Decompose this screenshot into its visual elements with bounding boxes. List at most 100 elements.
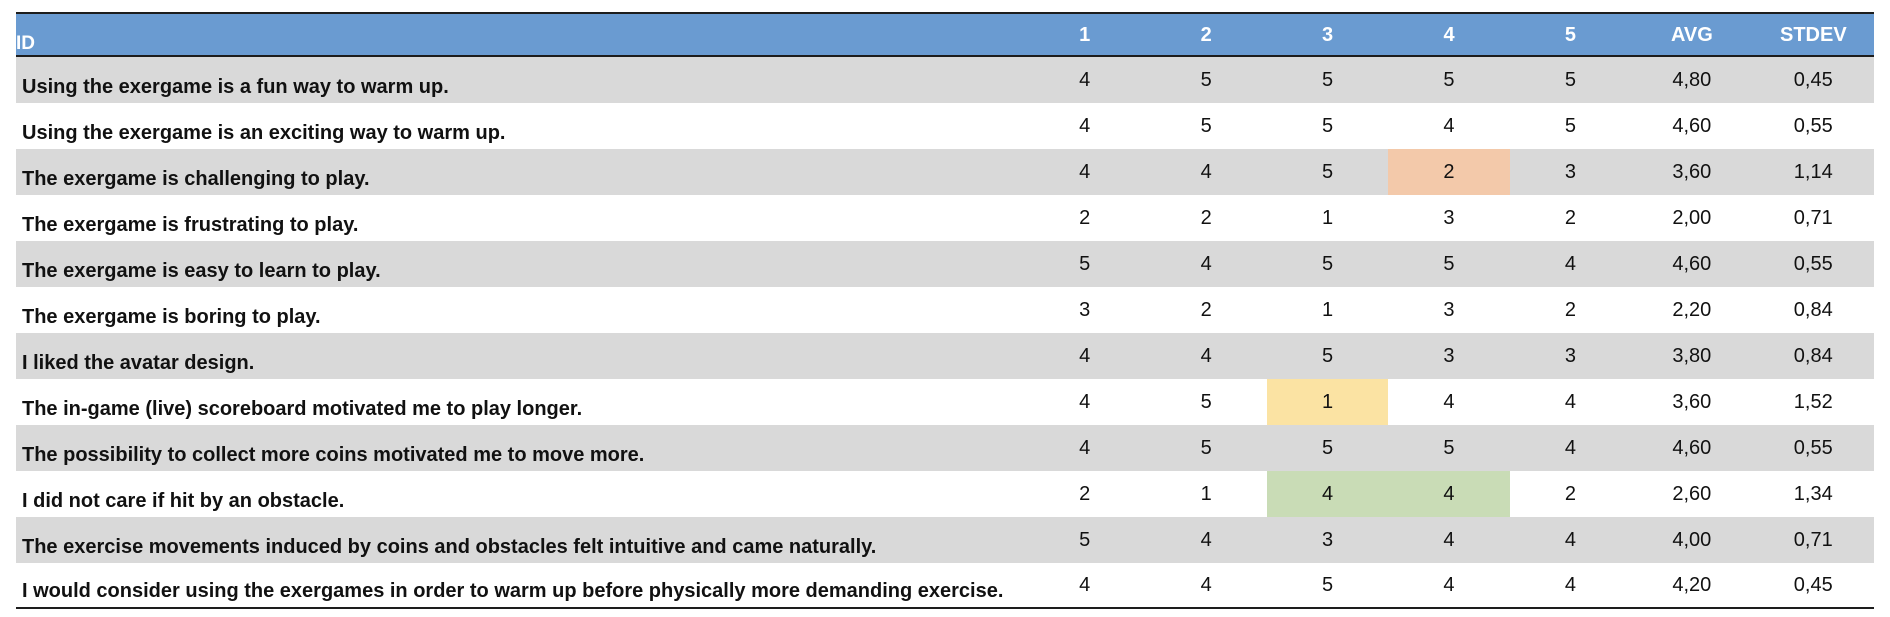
score-cell-3: 5 — [1322, 573, 1334, 596]
stdev-cell: 1,52 — [1793, 390, 1833, 413]
header-stdev: STDEV — [1779, 24, 1847, 46]
avg-cell: 3,60 — [1672, 390, 1712, 413]
header-score-1: 1 — [1079, 24, 1091, 46]
table-body: Using the exergame is a fun way to warm … — [16, 57, 1874, 609]
score-cell-4: 3 — [1443, 344, 1455, 367]
score-cell-1: 3 — [1079, 298, 1091, 321]
score-cell-5: 3 — [1564, 160, 1576, 183]
avg-cell: 4,60 — [1672, 252, 1712, 275]
score-cell-5: 5 — [1564, 68, 1576, 91]
avg-cell: 2,00 — [1672, 206, 1712, 229]
score-cell-3: 5 — [1322, 252, 1334, 275]
score-cell-4: 2 — [1388, 149, 1510, 195]
row-statement: I liked the avatar design. — [22, 352, 255, 374]
score-cell-5: 3 — [1564, 344, 1576, 367]
row-statement: I did not care if hit by an obstacle. — [22, 490, 345, 512]
avg-cell: 3,60 — [1672, 160, 1712, 183]
score-cell-2: 5 — [1200, 436, 1212, 459]
score-cell-2: 5 — [1200, 68, 1212, 91]
row-statement: The in-game (live) scoreboard motivated … — [22, 398, 583, 420]
table-row: The exergame is frustrating to play. 2 2 1 3… — [16, 195, 1874, 241]
score-cell-2: 1 — [1200, 482, 1212, 505]
score-cell-2: 4 — [1200, 252, 1212, 275]
stdev-cell: 0,84 — [1793, 298, 1833, 321]
score-cell-5: 4 — [1564, 528, 1576, 551]
score-cell-5: 4 — [1564, 573, 1576, 596]
row-statement: Using the exergame is an exciting way to… — [22, 122, 506, 144]
score-cell-1: 4 — [1079, 573, 1091, 596]
header-id: ID — [16, 33, 35, 54]
score-cell-4: 4 — [1443, 573, 1455, 596]
score-cell-4: 4 — [1443, 114, 1455, 137]
stdev-cell: 0,71 — [1793, 528, 1833, 551]
row-statement: The possibility to collect more coins mo… — [22, 444, 645, 466]
score-cell-1: 4 — [1079, 160, 1091, 183]
score-cell-2: 4 — [1200, 160, 1212, 183]
score-cell-3: 5 — [1322, 436, 1334, 459]
score-cell-3: 1 — [1322, 298, 1334, 321]
table-row: The exergame is boring to play. 3 2 1 3 2 2,20… — [16, 287, 1874, 333]
score-cell-1: 2 — [1079, 482, 1091, 505]
header-score-3: 3 — [1322, 24, 1334, 46]
score-cell-1: 4 — [1079, 390, 1091, 413]
score-cell-5: 4 — [1564, 390, 1576, 413]
table-header-row: ID 1 2 3 4 5 AVG STDEV — [16, 12, 1874, 57]
table-row: Using the exergame is a fun way to warm … — [16, 57, 1874, 103]
stdev-cell: 0,84 — [1793, 344, 1833, 367]
stdev-cell: 0,45 — [1793, 68, 1833, 91]
score-cell-4: 4 — [1443, 528, 1455, 551]
header-score-4: 4 — [1443, 24, 1455, 46]
table-row: The exergame is easy to learn to play. 5 4… — [16, 241, 1874, 287]
avg-cell: 2,20 — [1672, 298, 1712, 321]
row-statement: I would consider using the exergames in … — [22, 580, 1004, 602]
header-score-2: 2 — [1200, 24, 1212, 46]
score-cell-2: 4 — [1200, 573, 1212, 596]
stdev-cell: 0,71 — [1793, 206, 1833, 229]
score-cell-3: 5 — [1322, 344, 1334, 367]
row-statement: The exergame is easy to learn to play. — [22, 260, 381, 282]
score-cell-5: 2 — [1564, 206, 1576, 229]
score-cell-1: 5 — [1079, 528, 1091, 551]
score-cell-5: 2 — [1564, 298, 1576, 321]
score-cell-5: 5 — [1564, 114, 1576, 137]
avg-cell: 4,60 — [1672, 436, 1712, 459]
stdev-cell: 0,55 — [1793, 436, 1833, 459]
score-cell-2: 2 — [1200, 298, 1212, 321]
score-cell-4: 5 — [1443, 68, 1455, 91]
table-row: The exergame is challenging to play. 4 4 5 2… — [16, 149, 1874, 195]
score-cell-4: 4 — [1388, 471, 1510, 517]
score-cell-2: 5 — [1200, 114, 1212, 137]
score-cell-3: 5 — [1322, 160, 1334, 183]
row-statement: The exergame is challenging to play. — [22, 168, 370, 190]
score-cell-5: 2 — [1564, 482, 1576, 505]
stdev-cell: 0,55 — [1793, 252, 1833, 275]
score-cell-5: 4 — [1564, 252, 1576, 275]
avg-cell: 4,80 — [1672, 68, 1712, 91]
table-row: I did not care if hit by an obstacle. 2 1 4… — [16, 471, 1874, 517]
score-cell-2: 4 — [1200, 528, 1212, 551]
score-cell-1: 4 — [1079, 68, 1091, 91]
score-cell-3: 1 — [1322, 206, 1334, 229]
score-cell-2: 4 — [1200, 344, 1212, 367]
score-cell-4: 4 — [1443, 390, 1455, 413]
stdev-cell: 1,14 — [1793, 160, 1833, 183]
table-row: Using the exergame is an exciting way to… — [16, 103, 1874, 149]
header-score-5: 5 — [1564, 24, 1577, 46]
avg-cell: 2,60 — [1672, 482, 1712, 505]
score-cell-3: 3 — [1322, 528, 1334, 551]
score-cell-5: 4 — [1564, 436, 1576, 459]
score-cell-3: 1 — [1266, 379, 1389, 425]
table-row: I liked the avatar design. 4 4 5 3 3 3,80 0,84 — [16, 333, 1874, 379]
avg-cell: 3,80 — [1672, 344, 1712, 367]
stdev-cell: 1,34 — [1793, 482, 1833, 505]
table-row: I would consider using the exergames in … — [16, 563, 1874, 609]
header-avg: AVG — [1670, 24, 1713, 46]
score-cell-4: 3 — [1443, 298, 1455, 321]
score-cell-1: 5 — [1079, 252, 1091, 275]
score-cell-1: 2 — [1079, 206, 1091, 229]
score-cell-4: 5 — [1443, 436, 1455, 459]
row-statement: The exergame is frustrating to play. — [22, 214, 359, 236]
score-cell-2: 2 — [1200, 206, 1212, 229]
row-statement: Using the exergame is a fun way to warm … — [22, 76, 449, 98]
score-cell-1: 4 — [1079, 344, 1091, 367]
